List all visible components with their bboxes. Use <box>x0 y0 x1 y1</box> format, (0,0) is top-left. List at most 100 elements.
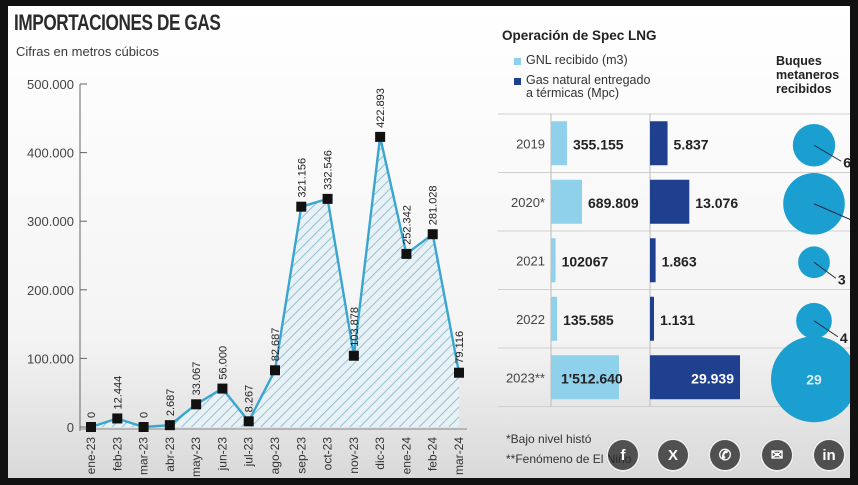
data-point <box>112 413 123 424</box>
data-label: 321.156 <box>296 158 308 198</box>
data-label: 8.267 <box>244 385 256 413</box>
data-label: 103.878 <box>349 307 361 347</box>
data-point <box>270 365 280 376</box>
legend-gas-line2: a térmicas (Mpc) <box>526 86 620 100</box>
whatsapp-share-button[interactable]: ✆ <box>708 438 742 472</box>
x-share-button[interactable]: X <box>656 438 690 472</box>
data-point <box>375 131 386 142</box>
legend-buques-line2: metaneros <box>776 68 840 82</box>
gas-value-label: 1.863 <box>662 253 697 269</box>
data-point <box>296 201 307 212</box>
footnote-1: *Bajo nivel histó <box>506 432 592 446</box>
buques-bubble <box>771 336 850 423</box>
buques-value-label: 3 <box>838 271 846 287</box>
legend-swatch-gnl <box>514 58 521 65</box>
gas-value-label: 1.131 <box>660 312 695 328</box>
facebook-icon: f <box>620 446 626 464</box>
y-tick-label: 200.000 <box>27 283 74 298</box>
buques-value-label: 29 <box>806 371 822 387</box>
data-label: 33.067 <box>191 362 203 396</box>
y-tick-label: 500.000 <box>27 77 74 92</box>
year-label: 2022 <box>516 312 545 327</box>
year-label: 2019 <box>516 136 545 151</box>
spec-lng-title: Operación de Spec LNG <box>502 28 657 43</box>
x-tick-label: abr-23 <box>163 437 177 472</box>
gnl-value-label: 102067 <box>562 253 609 269</box>
x-tick-label: mar-24 <box>452 437 466 475</box>
email-share-button[interactable]: ✉ <box>760 438 794 472</box>
data-label: 56.000 <box>217 346 229 380</box>
gnl-bar <box>551 179 583 224</box>
data-label: 422.893 <box>375 88 387 128</box>
y-tick-label: 300.000 <box>27 214 74 229</box>
gas-bar <box>650 238 656 283</box>
gnl-bar <box>551 355 619 400</box>
x-icon: X <box>667 446 678 464</box>
x-tick-label: feb-23 <box>110 437 124 471</box>
buques-value-label: 6 <box>843 154 850 170</box>
year-label: 2020* <box>511 195 545 210</box>
x-tick-label: sep-23 <box>294 437 308 474</box>
gnl-value-label: 1'512.640 <box>561 370 623 386</box>
gas-bar <box>650 296 654 341</box>
data-point <box>427 229 438 240</box>
x-tick-label: jun-23 <box>215 437 229 472</box>
buques-value-label: 4 <box>840 330 848 346</box>
year-label: 2023** <box>506 370 545 385</box>
y-tick-label: 0 <box>67 420 74 435</box>
data-label: 79.116 <box>454 331 466 364</box>
data-label: 281.028 <box>428 185 440 225</box>
footnote-2: **Fenómeno de El Niño <box>506 452 632 466</box>
data-label: 0 <box>86 412 98 418</box>
x-tick-label: may-23 <box>189 437 203 477</box>
gnl-bar <box>551 238 556 283</box>
x-tick-label: jul-23 <box>242 437 256 468</box>
x-tick-label: feb-24 <box>426 437 440 471</box>
legend-buques-line1: Buques <box>776 54 822 68</box>
email-icon: ✉ <box>770 447 784 464</box>
gnl-value-label: 135.585 <box>563 312 614 328</box>
data-label: 252.342 <box>401 205 413 245</box>
gas-bar <box>650 355 740 400</box>
chart-subtitle: Cifras en metros cúbicos <box>16 44 160 59</box>
data-point <box>454 367 464 378</box>
gas-value-label: 5.837 <box>674 136 709 152</box>
linkedin-icon: in <box>822 446 836 464</box>
data-label: 12.444 <box>112 376 124 410</box>
gas-value-label: 13.076 <box>695 195 738 211</box>
facebook-share-button[interactable]: f <box>606 438 640 472</box>
y-tick-label: 400.000 <box>27 146 74 161</box>
x-tick-label: ago-23 <box>268 437 282 475</box>
legend-gas-line1: Gas natural entregado <box>526 73 651 87</box>
data-point <box>164 420 175 431</box>
legend-buques: Buques metaneros recibidos <box>776 54 839 96</box>
x-tick-label: mar-23 <box>137 437 151 475</box>
data-point <box>86 422 96 432</box>
gas-bar <box>650 121 668 166</box>
y-tick-label: 100.000 <box>27 351 74 366</box>
legend-buques-line3: recibidos <box>776 82 832 96</box>
buques-leader <box>813 203 850 220</box>
x-tick-label: ene-23 <box>84 437 98 475</box>
x-tick-label: ene-24 <box>399 437 413 475</box>
linkedin-share-button[interactable]: in <box>812 438 846 472</box>
data-point <box>243 416 254 427</box>
legend-swatch-gas <box>514 78 521 85</box>
gas-bar <box>650 179 690 224</box>
data-label: 82.687 <box>270 328 282 362</box>
data-label: 2.687 <box>165 389 177 417</box>
year-label: 2021 <box>516 253 545 268</box>
gnl-value-label: 355.155 <box>573 136 624 152</box>
imports-area-chart: 0 100.000 200.000 300.000 400.000 500.000 0 en… <box>27 77 467 477</box>
gnl-bar <box>551 296 558 341</box>
data-label: 332.546 <box>323 150 335 190</box>
x-tick-label: dic-23 <box>373 437 387 470</box>
data-point <box>348 350 359 361</box>
buques-leader <box>813 320 839 338</box>
x-tick-label: nov-23 <box>347 437 361 474</box>
spec-lng-chart: 2019355.1555.83762020*689.80913.07614202… <box>498 113 850 423</box>
gnl-value-label: 689.809 <box>588 195 639 211</box>
imports-area <box>91 136 459 427</box>
infographic: IMPORTACIONES DE GAS Cifras en metros cú… <box>8 6 850 478</box>
